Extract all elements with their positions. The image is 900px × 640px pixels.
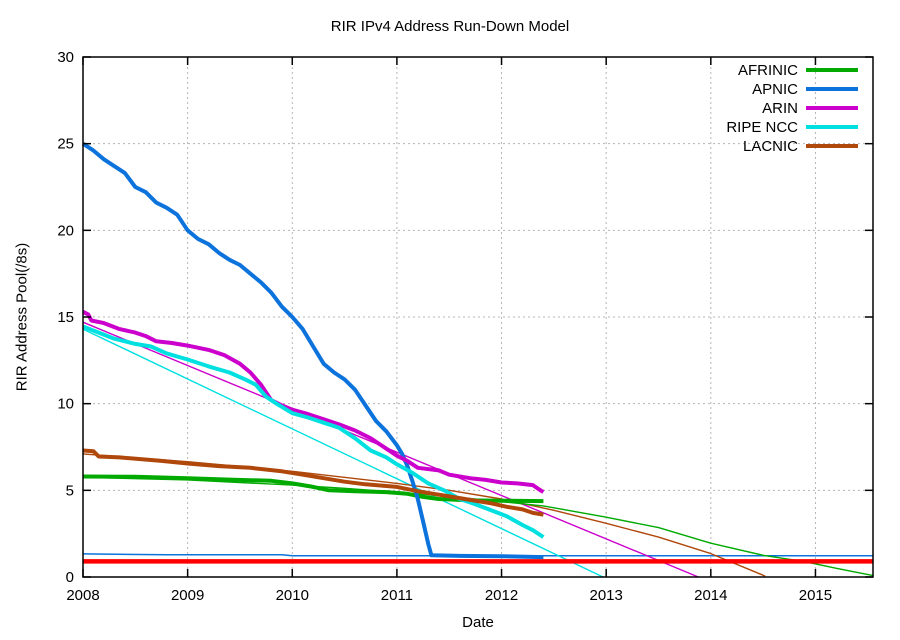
x-tick-label-2009: 2009 (171, 587, 204, 604)
axis-ticks (82, 56, 873, 578)
legend-label-afrinic: AFRINIC (738, 62, 798, 79)
legend: AFRINIC APNIC ARIN RIPE NCC LACNIC (726, 62, 858, 155)
series-line-arin (82, 310, 545, 494)
y-tick-labels: 0 5 10 15 20 25 30 (57, 49, 74, 586)
series-line-lacnic-model (82, 453, 766, 577)
x-tick-label-2013: 2013 (589, 587, 622, 604)
x-tick-label-2015: 2015 (799, 587, 832, 604)
legend-label-apnic: APNIC (752, 81, 798, 98)
x-tick-label-2014: 2014 (694, 587, 727, 604)
x-tick-label-2012: 2012 (485, 587, 518, 604)
legend-label-ripe-ncc: RIPE NCC (726, 119, 798, 136)
x-tick-labels: 2008 2009 2010 2011 2012 2013 2014 2015 (66, 587, 832, 604)
legend-label-arin: ARIN (762, 100, 798, 117)
chart-title: RIR IPv4 Address Run-Down Model (330, 18, 570, 35)
y-tick-label-25: 25 (57, 136, 74, 153)
y-tick-label-10: 10 (57, 396, 74, 413)
y-tick-label-15: 15 (57, 309, 74, 326)
y-axis-label: RIR Address Pool(/8s) (13, 242, 31, 392)
series-line-ripe-ncc (82, 324, 545, 539)
series-line-afrinic (82, 474, 544, 504)
y-tick-label-0: 0 (66, 569, 74, 586)
y-tick-label-5: 5 (66, 482, 74, 499)
series-line-ripe-ncc-model (82, 328, 604, 578)
x-tick-label-2010: 2010 (276, 587, 309, 604)
y-tick-label-20: 20 (57, 222, 74, 239)
y-tick-label-30: 30 (57, 49, 74, 66)
series-line-apnic (81, 142, 544, 560)
x-tick-label-2011: 2011 (381, 587, 413, 604)
x-axis-label: Date (462, 614, 494, 631)
legend-label-lacnic: LACNIC (743, 138, 798, 155)
series-lines (81, 142, 874, 578)
x-tick-label-2008: 2008 (66, 587, 99, 604)
series-line-lacnic (82, 448, 544, 517)
